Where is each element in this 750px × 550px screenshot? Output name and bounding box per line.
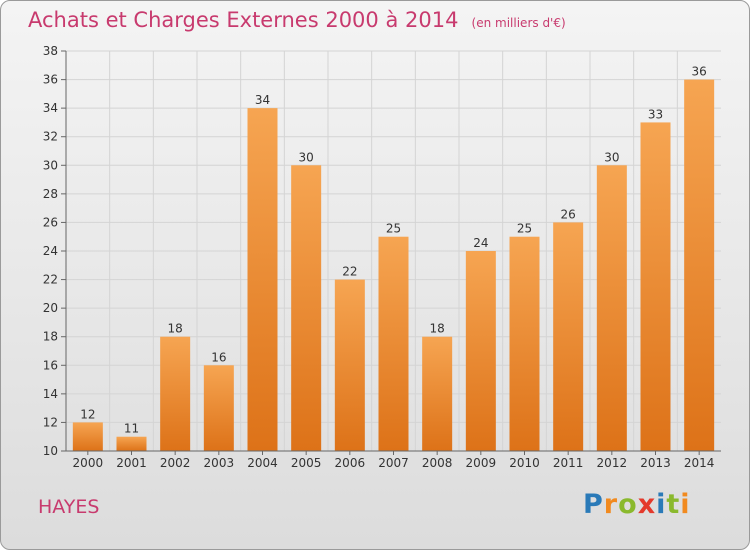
x-tick-label: 2012: [597, 456, 628, 470]
bar-value-label: 11: [124, 422, 139, 436]
bar-2013: [640, 122, 671, 451]
y-tick-label: 18: [43, 330, 58, 344]
x-tick-label: 2000: [73, 456, 104, 470]
bar-value-label: 33: [648, 107, 663, 121]
x-tick-label: 2004: [247, 456, 278, 470]
bar-2008: [422, 336, 453, 451]
y-tick-label: 28: [43, 187, 58, 201]
bar-2012: [596, 165, 627, 452]
bar-2010: [509, 236, 540, 451]
y-tick-label: 24: [43, 244, 58, 258]
bar-value-label: 30: [604, 150, 619, 164]
bar-2014: [684, 79, 715, 452]
x-tick-label: 2007: [378, 456, 409, 470]
bar-2002: [160, 336, 191, 451]
bar-value-label: 22: [342, 265, 357, 279]
x-tick-label: 2011: [553, 456, 584, 470]
bar-value-label: 16: [211, 350, 226, 364]
x-tick-label: 2014: [684, 456, 715, 470]
logo-letter: r: [603, 489, 619, 520]
x-tick-label: 2013: [640, 456, 671, 470]
y-tick-label: 32: [43, 130, 58, 144]
x-tick-label: 2002: [160, 456, 191, 470]
x-tick-label: 2008: [422, 456, 453, 470]
commune-name: HAYES: [38, 496, 100, 518]
labels: 10 12 14 16 18 20 22 24 26 28 30 32 34 36 38 12 2000 11 20…: [43, 44, 715, 470]
bar-2005: [291, 165, 322, 452]
y-tick-label: 10: [43, 444, 58, 458]
y-tick-label: 12: [43, 415, 58, 429]
logo-letter: t: [666, 489, 681, 520]
bar-value-label: 34: [255, 93, 270, 107]
x-tick-label: 2003: [204, 456, 235, 470]
x-tick-label: 2001: [116, 456, 147, 470]
logo-letter: i: [680, 489, 691, 520]
chart-title: Achats et Charges Externes 2000 à 2014: [28, 8, 459, 32]
y-tick-label: 22: [43, 273, 58, 287]
bar-value-label: 25: [386, 222, 401, 236]
bar-2006: [334, 279, 365, 451]
logo-letter: i: [656, 489, 667, 520]
y-tick-label: 38: [43, 44, 58, 58]
bars: [72, 79, 715, 452]
y-tick-label: 20: [43, 301, 58, 315]
y-tick-label: 16: [43, 358, 58, 372]
bar-value-label: 18: [430, 322, 445, 336]
y-tick-label: 36: [43, 73, 58, 87]
bar-value-label: 36: [692, 65, 707, 79]
bar-value-label: 18: [168, 322, 183, 336]
bar-2003: [203, 365, 234, 451]
chart-unit: (en milliers d'€): [471, 16, 566, 30]
y-tick-label: 26: [43, 215, 58, 229]
bar-value-label: 12: [80, 407, 95, 421]
x-tick-label: 2010: [509, 456, 540, 470]
bar-2000: [72, 422, 103, 451]
bar-2011: [553, 222, 584, 451]
x-tick-label: 2005: [291, 456, 322, 470]
logo-letter: o: [618, 489, 638, 520]
bar-2007: [378, 236, 409, 451]
bar-2001: [116, 436, 147, 451]
bar-value-label: 26: [561, 207, 576, 221]
axes: [61, 50, 721, 455]
x-tick-label: 2006: [335, 456, 366, 470]
bar-value-label: 30: [299, 150, 314, 164]
y-tick-label: 30: [43, 158, 58, 172]
chart-title-block: Achats et Charges Externes 2000 à 2014 (…: [28, 8, 566, 32]
logo-letter: P: [583, 489, 604, 520]
proxiti-logo: Proxiti: [583, 489, 691, 520]
logo-letter: x: [637, 489, 657, 520]
bar-value-label: 24: [473, 236, 488, 250]
y-tick-label: 34: [43, 101, 58, 115]
bar-value-label: 25: [517, 222, 532, 236]
bar-2009: [465, 251, 496, 451]
bar-2004: [247, 108, 278, 452]
x-tick-label: 2009: [466, 456, 497, 470]
y-tick-label: 14: [43, 387, 58, 401]
